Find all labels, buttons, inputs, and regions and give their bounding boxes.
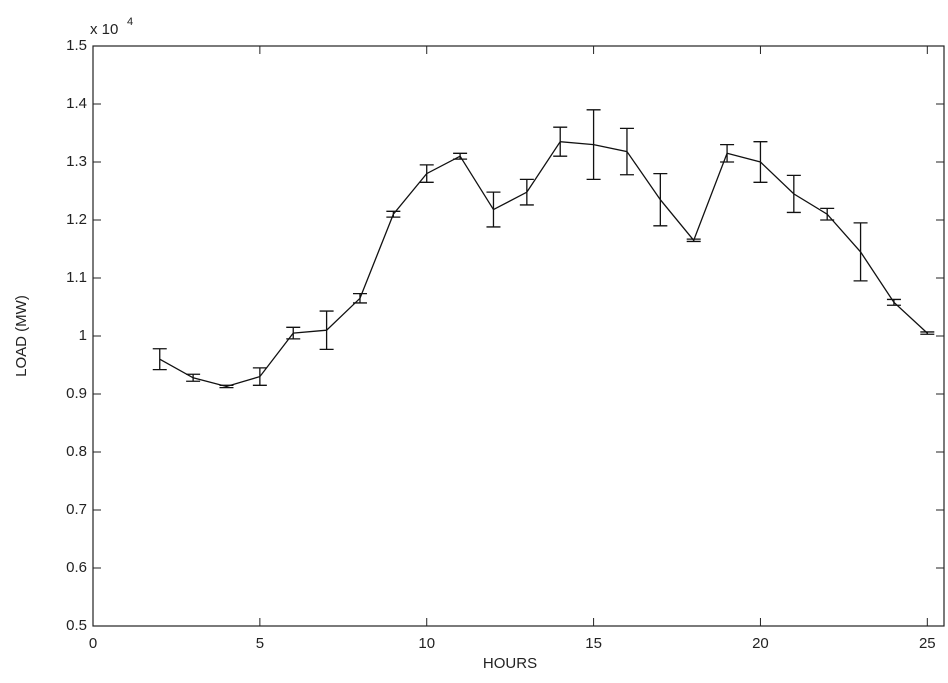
y-tick-label: 0.6 — [66, 559, 87, 576]
x-axis-label: HOURS — [483, 655, 537, 672]
x-tick-label: 0 — [89, 635, 97, 652]
error-bar — [586, 109, 601, 181]
error-bar — [619, 127, 634, 176]
x-tick-label: 25 — [919, 635, 936, 652]
error-bar — [519, 178, 534, 206]
y-tick-label: 0.9 — [66, 385, 87, 402]
error-bar — [820, 207, 835, 221]
x-tick-label: 10 — [418, 635, 435, 652]
y-tick-label: 0.8 — [66, 443, 87, 460]
data-line — [159, 141, 928, 388]
error-bar — [753, 141, 768, 183]
plot-frame — [92, 45, 945, 627]
error-bar — [386, 210, 401, 218]
error-bar — [419, 164, 434, 183]
error-bar — [720, 143, 735, 163]
y-tick-label: 1 — [79, 327, 87, 344]
y-tick-label: 1.5 — [66, 37, 87, 54]
error-bar — [486, 191, 501, 228]
x-tick-label: 20 — [752, 635, 769, 652]
error-bar — [186, 373, 201, 382]
y-axis-label: LOAD (MW) — [13, 295, 30, 377]
y-tick-label: 1.3 — [66, 153, 87, 170]
y-tick-label: 0.5 — [66, 617, 87, 634]
error-bar — [653, 172, 668, 227]
error-bar — [886, 298, 901, 306]
error-bar — [152, 348, 167, 371]
error-bar — [453, 152, 468, 160]
x-tick-label: 15 — [585, 635, 602, 652]
error-bar — [553, 126, 568, 157]
error-bar — [686, 238, 701, 243]
x-tick-label: 5 — [256, 635, 264, 652]
y-multiplier-exponent: 4 — [127, 16, 133, 28]
error-bar — [252, 367, 267, 386]
error-bar — [352, 293, 367, 304]
error-bar — [219, 384, 234, 389]
y-multiplier: x 10 — [90, 21, 118, 38]
error-bar — [853, 222, 868, 282]
error-bar — [319, 310, 334, 350]
error-bar — [920, 331, 935, 335]
error-bar — [786, 174, 801, 214]
y-tick-label: 1.1 — [66, 269, 87, 286]
error-bar — [286, 326, 301, 340]
y-tick-label: 1.2 — [66, 211, 87, 228]
y-tick-label: 1.4 — [66, 95, 87, 112]
y-tick-label: 0.7 — [66, 501, 87, 518]
